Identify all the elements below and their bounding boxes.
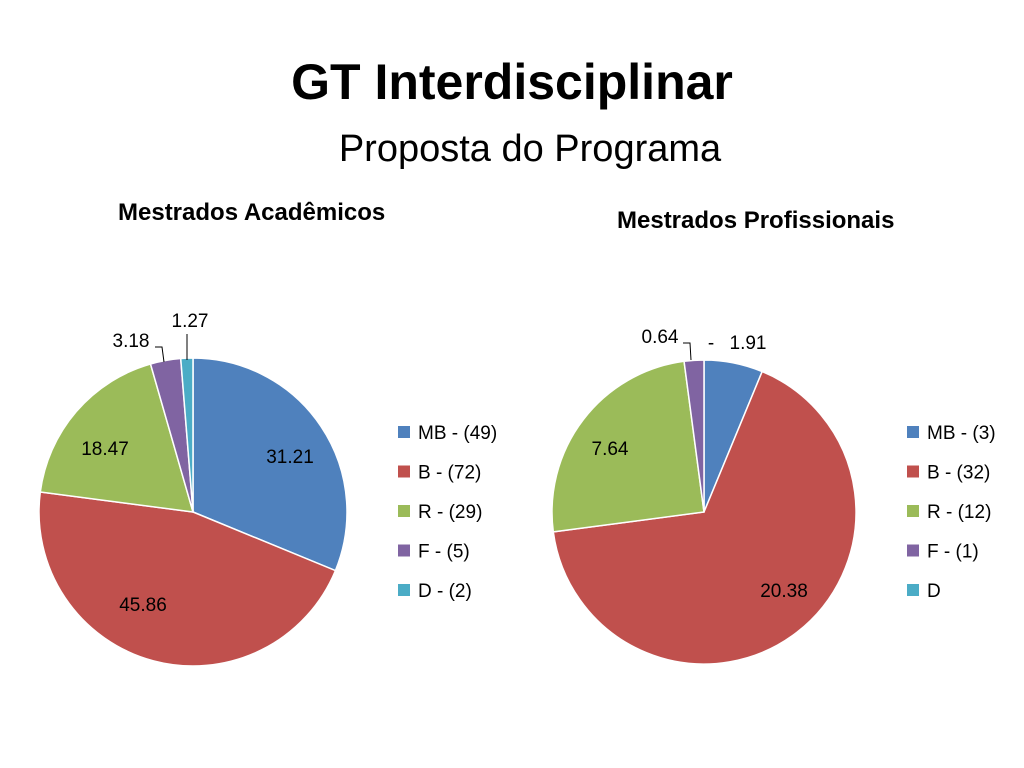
slide-title: GT Interdisciplinar [291, 54, 733, 110]
pie1-legend-label-2: R - (12) [927, 502, 991, 523]
pie0-slice-2 [39, 363, 195, 513]
pie1-legend-swatch-1 [907, 465, 919, 478]
pie1-data-label-4: - [708, 333, 714, 354]
pie0-data-label-4: 1.27 [172, 311, 209, 332]
pie1-legend-label-0: MB - (3) [927, 423, 996, 444]
pie0-data-label-0: 31.21 [266, 447, 314, 468]
pie0-legend-swatch-1 [398, 465, 410, 478]
pie0-leader-3 [155, 346, 165, 363]
pie0-legend-swatch-3 [398, 544, 410, 557]
pie0-legend-swatch-0 [398, 426, 410, 438]
slide-subtitle: Proposta do Programa [338, 128, 722, 170]
pie1-legend-swatch-4 [907, 584, 919, 596]
pie1-leader-3 [683, 342, 692, 361]
pie1-legend-label-3: F - (1) [927, 542, 979, 563]
chart-title-profissionais: Mestrados Profissionais [617, 207, 895, 234]
pie1-legend-label-4: D [927, 581, 941, 602]
pie0-legend-label-4: D - (2) [418, 581, 472, 602]
chart-title-academicos: Mestrados Acadêmicos [118, 199, 386, 226]
pie0-legend-swatch-2 [398, 505, 410, 517]
pie1-slice-2 [551, 360, 705, 533]
pie0-legend-label-2: R - (29) [418, 502, 482, 523]
pie1-data-label-3: 0.64 [642, 327, 679, 348]
pie0-legend-swatch-4 [398, 584, 410, 596]
pie1-legend-swatch-3 [907, 544, 919, 557]
pie0-slice-1 [38, 491, 337, 667]
pie0-data-label-2: 18.47 [81, 439, 129, 460]
pie1-legend-swatch-0 [907, 426, 919, 438]
pie0-legend-label-1: B - (72) [418, 463, 481, 484]
pie1-data-label-2: 7.64 [592, 439, 629, 460]
pie1-data-label-0: 1.91 [730, 333, 767, 354]
pie0-data-label-3: 3.18 [113, 331, 150, 352]
pie0-slice-0 [192, 357, 348, 572]
pie1-legend-label-1: B - (32) [927, 463, 990, 484]
pie1-data-label-1: 20.38 [760, 581, 808, 602]
pie1-slice-3 [683, 359, 705, 513]
pie0-data-label-1: 45.86 [119, 595, 167, 616]
pie0-legend-label-3: F - (5) [418, 542, 470, 563]
pie1-slice-1 [552, 370, 857, 665]
pie0-legend-label-0: MB - (49) [418, 423, 497, 444]
pie1-legend-swatch-2 [907, 505, 919, 517]
